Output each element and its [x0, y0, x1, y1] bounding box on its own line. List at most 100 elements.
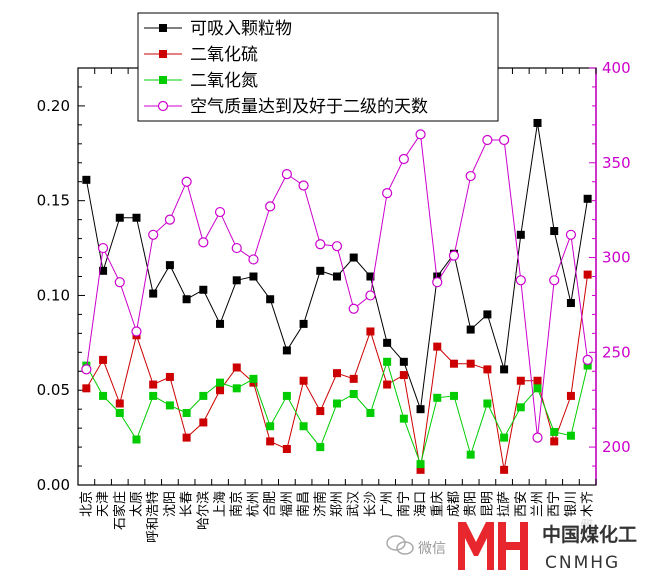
data-point	[550, 437, 559, 446]
legend-item: 可吸入颗粒物	[144, 19, 292, 39]
category-label: 长沙	[363, 491, 378, 517]
data-point	[149, 391, 158, 400]
data-point	[566, 299, 575, 308]
data-point	[149, 289, 158, 298]
data-point	[416, 465, 425, 474]
right-tick-label: 200	[602, 438, 631, 456]
legend-item: 二氧化硫	[144, 45, 258, 65]
data-point	[315, 239, 326, 250]
category-label: 重庆	[429, 491, 445, 517]
data-point	[165, 401, 174, 410]
data-point	[266, 295, 275, 304]
category-label: 石家庄	[112, 491, 128, 530]
data-point	[333, 369, 341, 378]
left-y-axis: 0.00 0.05 0.10 0.15 0.20	[37, 67, 85, 494]
data-point	[115, 213, 124, 222]
data-point	[466, 450, 475, 459]
data-point	[516, 230, 525, 239]
data-point	[399, 371, 408, 380]
left-tick-label: 0.10	[37, 286, 70, 304]
data-point	[366, 408, 375, 417]
watermark: 微信 中国煤化工 CNMHG	[386, 518, 646, 576]
data-point	[500, 433, 509, 442]
category-label: 北京	[79, 491, 94, 517]
data-point	[282, 391, 291, 400]
data-point	[199, 391, 208, 400]
data-point	[382, 188, 393, 199]
data-point	[266, 422, 275, 431]
data-point	[265, 201, 276, 212]
legend-label: 可吸入颗粒物	[190, 19, 292, 39]
data-point	[316, 443, 325, 452]
data-point	[416, 405, 425, 414]
category-label: 昆明	[480, 491, 495, 517]
series-line	[85, 132, 589, 438]
category-label: 长春	[180, 491, 195, 517]
data-point	[483, 310, 492, 319]
data-point	[566, 431, 575, 440]
data-point	[115, 408, 124, 417]
x-axis: 北京 天津 石家庄 太原 呼和浩特 沈阳 长春 哈尔滨 上海 南京 杭州 合肥 福州 南昌 济南 郑州 武汉 长沙…	[77, 68, 597, 543]
data-point	[82, 175, 91, 184]
data-point	[216, 378, 225, 387]
legend-label: 二氧化硫	[190, 45, 258, 65]
wechat-text: 微信	[418, 541, 446, 557]
data-point	[432, 277, 443, 288]
legend-marker	[157, 100, 169, 112]
data-point	[466, 359, 475, 368]
data-point	[583, 270, 592, 279]
legend-item: 二氧化氮	[144, 71, 258, 91]
data-point	[532, 432, 543, 443]
data-point	[366, 327, 375, 336]
data-point	[533, 118, 542, 127]
data-point	[299, 319, 308, 328]
right-tick-label: 400	[602, 59, 631, 77]
left-tick-label: 0.15	[37, 192, 70, 210]
data-point	[131, 326, 142, 337]
category-label: 济南	[312, 491, 328, 517]
category-label: 郑州	[330, 491, 345, 517]
data-point	[366, 272, 375, 281]
data-point	[299, 376, 308, 385]
data-point	[199, 285, 208, 294]
legend-box	[137, 12, 499, 122]
data-point	[148, 229, 159, 240]
category-label: 西宁	[546, 491, 562, 517]
data-point	[182, 408, 191, 417]
data-point	[333, 272, 341, 281]
series-2	[82, 357, 592, 469]
category-label: 天津	[96, 491, 111, 517]
data-point	[299, 422, 308, 431]
right-y-axis: 200 250 300 350 400	[589, 59, 631, 485]
data-point	[433, 272, 442, 281]
data-point	[583, 194, 592, 203]
right-tick-label: 250	[602, 343, 631, 361]
series-3	[81, 129, 593, 443]
category-label: 福州	[280, 491, 295, 517]
left-tick-label: 0.20	[37, 97, 70, 115]
series-0	[82, 118, 592, 414]
right-tick-label: 350	[602, 154, 631, 172]
data-point	[331, 241, 343, 252]
data-point	[182, 433, 191, 442]
category-label: 哈尔滨	[195, 491, 211, 530]
category-label: 贵阳	[464, 491, 479, 517]
data-point	[515, 275, 526, 286]
data-point	[466, 325, 475, 334]
data-point	[182, 295, 191, 304]
data-point	[483, 365, 492, 374]
category-label: 兰州	[531, 491, 546, 517]
data-point	[500, 465, 509, 474]
category-label: 上海	[213, 491, 228, 517]
data-point	[232, 276, 241, 285]
category-label: 合肥	[263, 491, 278, 517]
category-label: 呼和浩特	[146, 491, 161, 543]
data-point	[266, 437, 275, 446]
data-point	[249, 272, 258, 281]
data-point	[582, 354, 593, 365]
data-point	[550, 227, 559, 236]
data-point	[198, 237, 209, 248]
category-label: 杭州	[246, 491, 261, 517]
series-layer	[81, 118, 593, 474]
data-point	[333, 399, 341, 408]
